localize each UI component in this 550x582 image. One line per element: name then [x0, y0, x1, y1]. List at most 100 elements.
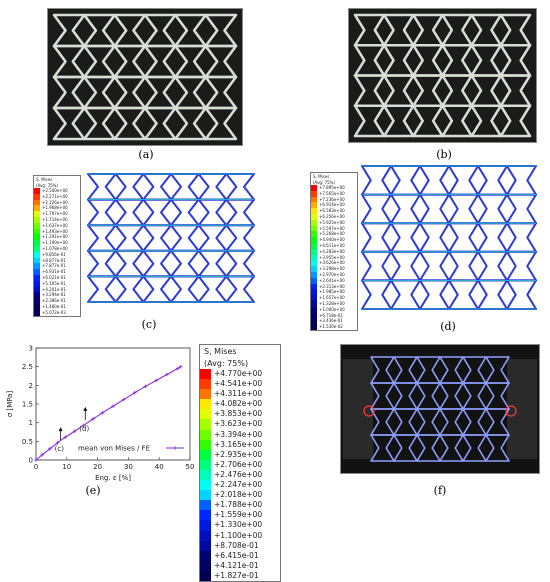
- legend-swatch: [311, 318, 317, 325]
- legend-row: +2.126e+00: [34, 199, 80, 206]
- legend-swatch: [200, 530, 211, 541]
- legend-row: +7.236e+00: [311, 196, 357, 203]
- legend-swatch: [311, 300, 317, 307]
- legend-marker: [173, 446, 177, 450]
- legend-value: +2.247e+00: [214, 480, 263, 490]
- legend-title: S, Mises: [36, 177, 53, 182]
- legend-swatch: [311, 266, 317, 272]
- y-axis-label: σ [MPa]: [6, 391, 14, 418]
- legend-value: +1.100e+00: [214, 530, 263, 540]
- legend-value: +3.394e+00: [214, 429, 263, 439]
- legend-swatch: [311, 202, 317, 209]
- legend-value: +1.968e+00: [42, 205, 68, 211]
- legend-row: +1.637e+00: [34, 222, 80, 229]
- legend-swatch: [200, 459, 211, 470]
- legend-subtitle: (Avg: 75%): [313, 180, 336, 185]
- legend-row: +3.294e-01: [34, 292, 80, 299]
- legend-row: +6.415e-01: [200, 550, 280, 561]
- legend-value: +1.637e+00: [42, 222, 68, 228]
- legend-swatch: [311, 283, 317, 290]
- legend-swatch: [311, 225, 317, 232]
- panel-label-b: (b): [436, 148, 452, 161]
- lattice-cell: [390, 222, 421, 253]
- legend-value: +6.256e+00: [319, 213, 345, 219]
- arrow-head: [83, 406, 88, 411]
- data-point: [40, 452, 44, 457]
- legend-value: +1.788e+00: [214, 500, 263, 510]
- data-point: [63, 435, 68, 440]
- legend-swatch: [34, 234, 40, 241]
- legend-value: +8.877e-01: [42, 257, 66, 263]
- legend-row: +3.853e+00: [200, 409, 280, 420]
- legend-value: +2.018e+00: [214, 490, 263, 500]
- legend-swatch: [311, 271, 317, 278]
- y-tick-label: 0.5: [22, 438, 33, 446]
- legend-value: +3.165e+00: [214, 439, 263, 449]
- legend-swatch: [200, 560, 211, 571]
- legend-swatch: [34, 216, 40, 223]
- data-point: [111, 404, 115, 409]
- lattice-cell: [114, 173, 145, 201]
- lattice-cell: [87, 198, 117, 227]
- lattice-cell: [390, 250, 421, 282]
- legend-swatch: [311, 306, 317, 313]
- legend-row: +4.283e+00: [311, 248, 357, 255]
- legend-swatch: [311, 260, 317, 267]
- legend-title: S, Mises: [204, 347, 237, 356]
- legend-value: +1.827e-01: [214, 570, 259, 580]
- lattice-cell: [197, 224, 228, 252]
- legend-row: +2.247e+00: [200, 480, 280, 491]
- y-tick-label: 1.5: [22, 401, 33, 409]
- legend-swatch: [200, 369, 211, 380]
- lattice-cell: [390, 279, 421, 310]
- legend-swatch: [34, 274, 40, 281]
- lattice-cell: [361, 222, 392, 253]
- lattice-cell: [204, 106, 238, 141]
- legend-swatch: [200, 409, 211, 420]
- lattice-cell: [87, 173, 117, 201]
- legend-value: +5.072e-03: [42, 309, 66, 315]
- y-tick-label: 1: [29, 419, 33, 427]
- lattice-cell: [225, 275, 255, 303]
- legend-swatch: [200, 550, 211, 561]
- mesh-highlights: [362, 165, 536, 310]
- legend-value: +6.718e-01: [319, 312, 343, 318]
- legend-swatch: [311, 254, 317, 261]
- lattice-cell: [170, 224, 200, 252]
- legend-row: +1.985e+00: [311, 289, 357, 296]
- grip-right: [507, 359, 537, 459]
- legend-value: +3.853e+00: [214, 409, 263, 419]
- panel-label-e: (e): [85, 484, 101, 497]
- lattice-cell: [506, 250, 537, 282]
- legend-row: +6.256e+00: [311, 213, 357, 220]
- legend-value: +5.105e-01: [42, 280, 66, 286]
- annotation-label: (c): [55, 445, 65, 453]
- legend-swatch: [34, 298, 40, 304]
- legend-row: +1.968e+00: [34, 205, 80, 212]
- legend-swatch: [34, 269, 40, 275]
- grip-left: [343, 359, 373, 459]
- legend-row: +4.541e+00: [200, 379, 280, 390]
- legend-swatch: [200, 389, 211, 400]
- lattice-cell: [361, 279, 392, 310]
- lattice-cell: [361, 250, 392, 282]
- legend-swatch: [311, 231, 317, 238]
- legend-swatch: [200, 449, 211, 460]
- data-point: [175, 366, 180, 371]
- legend-value: +6.021e-01: [42, 274, 66, 280]
- legend-value: +2.126e+00: [42, 199, 68, 205]
- legend-row: +7.565e+00: [311, 190, 357, 197]
- legend-value: +2.476e+00: [214, 469, 263, 479]
- chart-svg: 0 10 20 30 40 50 0 0.5 1 1.5 2 2.5 3 Eng. ε [%] σ [MPa…: [6, 345, 194, 483]
- legend-value: +4.082e+00: [214, 399, 263, 409]
- legend-row: +2.313e+00: [311, 283, 357, 290]
- lattice-cell: [142, 173, 172, 201]
- panel-label-d: (d): [440, 320, 456, 333]
- x-tick-label: 40: [155, 463, 164, 471]
- legend-value: +6.914e+00: [319, 202, 345, 208]
- data-point: [143, 384, 148, 389]
- legend-value: +3.294e-01: [42, 292, 66, 298]
- legend-swatch: [311, 248, 317, 255]
- legend-row: +1.328e+00: [311, 300, 357, 307]
- fe-mesh-c: [82, 168, 260, 308]
